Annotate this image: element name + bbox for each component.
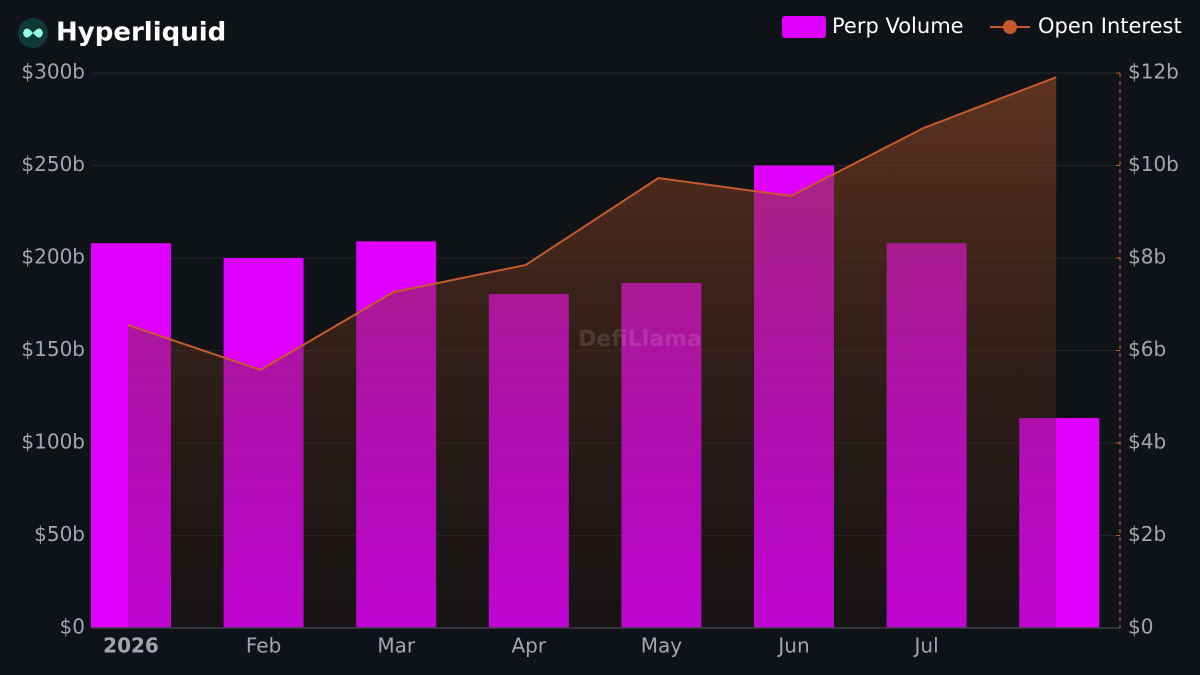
y2-tick-label: $4b (1128, 430, 1166, 454)
x-tick-label: Jul (913, 634, 939, 658)
y2-tick-label: $2b (1128, 522, 1166, 546)
y-tick-label: $50b (34, 522, 85, 546)
y2-tick-label: $10b (1128, 152, 1179, 176)
y2-tick-label: $0 (1128, 615, 1153, 639)
legend-label: Open Interest (1038, 14, 1182, 38)
x-tick-label: 2026 (103, 634, 159, 658)
logo-mark (23, 28, 43, 38)
area-layer (127, 76, 1057, 629)
x-tick-label: Mar (377, 634, 416, 658)
y2-tick-label: $12b (1128, 60, 1179, 84)
y-tick-label: $250b (21, 152, 85, 176)
watermark: DefiLlama (578, 327, 702, 352)
legend-label: Perp Volume (832, 14, 964, 38)
title-group: Hyperliquid (18, 18, 226, 48)
y-tick-label: $100b (21, 430, 85, 454)
y-tick-label: $300b (21, 60, 85, 84)
y2-tick-label: $8b (1128, 245, 1166, 269)
x-tick-label: Jun (776, 634, 809, 658)
chart-title: Hyperliquid (56, 18, 226, 48)
y-tick-label: $150b (21, 337, 85, 361)
legend: Perp Volume Open Interest (782, 14, 1182, 38)
x-tick-label: Apr (511, 634, 546, 658)
legend-dot (1003, 20, 1017, 34)
x-tick-label: Feb (246, 634, 281, 658)
legend-swatch (782, 16, 826, 38)
y2-tick-label: $6b (1128, 337, 1166, 361)
y-tick-label: $200b (21, 245, 85, 269)
y-tick-label: $0 (60, 615, 85, 639)
x-tick-label: May (641, 634, 683, 658)
area (128, 77, 1057, 629)
line (127, 76, 1057, 372)
